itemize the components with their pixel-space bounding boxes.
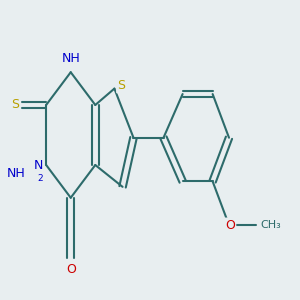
Text: NH: NH (61, 52, 80, 65)
Text: N: N (34, 158, 44, 172)
Text: NH: NH (7, 167, 26, 180)
Text: S: S (117, 80, 125, 92)
Text: S: S (11, 98, 19, 112)
Text: O: O (66, 263, 76, 276)
Text: O: O (225, 218, 235, 232)
Text: 2: 2 (37, 174, 43, 183)
Text: CH₃: CH₃ (260, 220, 281, 230)
